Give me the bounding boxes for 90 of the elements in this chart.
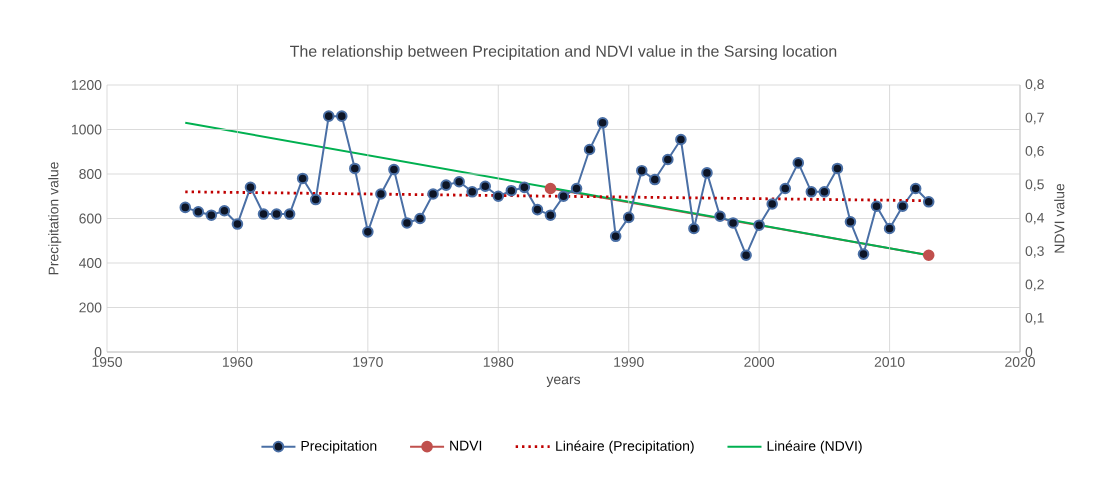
y2-tick-label: 0,3 [1025, 246, 1044, 258]
point [231, 218, 244, 230]
point [375, 188, 387, 200]
point [322, 110, 335, 122]
point [479, 180, 492, 193]
y2-tick-label: 0,8 [1025, 79, 1044, 91]
y-axis-title: Precipitation value [48, 162, 62, 275]
point [596, 117, 609, 129]
chart-title: The relationship between Precipitation and NDVI value in the Sarsing location [290, 45, 837, 61]
point [701, 167, 713, 179]
point [335, 110, 348, 122]
point [557, 190, 570, 203]
y2-tick-label: 0,5 [1025, 179, 1044, 191]
x-tick-label: 1950 [92, 357, 122, 367]
x-tick-label: 1990 [614, 357, 644, 367]
point [766, 198, 778, 210]
y-tick-label: 200 [79, 302, 102, 313]
x-tick-label: 1980 [483, 357, 514, 367]
point [857, 248, 870, 260]
point [622, 211, 635, 224]
point [870, 200, 883, 213]
point [349, 162, 361, 175]
point [831, 162, 844, 175]
x-tick-label: 1960 [222, 357, 253, 367]
y-tick-label: 1200 [71, 80, 102, 90]
point [257, 208, 270, 220]
point [505, 184, 518, 197]
point [440, 179, 452, 191]
point [414, 212, 426, 225]
point [753, 219, 765, 231]
point [518, 181, 531, 194]
point [779, 182, 792, 195]
y-tick-label: 400 [79, 258, 102, 268]
point [909, 182, 922, 195]
y2-tick-label: 0,6 [1025, 146, 1044, 158]
point [609, 230, 622, 243]
point [583, 143, 596, 156]
point [453, 176, 465, 188]
point [192, 206, 205, 218]
point [688, 222, 700, 235]
y2-tick-label: 0 [1025, 347, 1033, 357]
point [844, 216, 857, 228]
point [492, 190, 505, 203]
y2-axis-title: NDVI value [1054, 183, 1065, 253]
x-tick-label: 2010 [874, 357, 905, 367]
legend-label: Linéaire (NDVI) [767, 440, 862, 454]
point [635, 164, 648, 177]
legend-label: Linéaire (Precipitation) [556, 440, 694, 454]
point [570, 182, 583, 195]
y2-tick-label: 0,1 [1025, 312, 1044, 325]
point [244, 181, 257, 194]
x-tick-label: 1970 [353, 357, 383, 367]
y-tick-label: 1000 [71, 124, 102, 135]
point [179, 201, 192, 214]
x-tick-label: 2000 [744, 357, 775, 367]
point [388, 163, 400, 176]
point [675, 133, 687, 146]
point [727, 217, 739, 229]
y2-tick-label: 0,2 [1025, 279, 1044, 292]
point [818, 186, 831, 198]
point [883, 222, 896, 235]
y-tick-label: 600 [79, 213, 102, 224]
point [427, 188, 439, 200]
legend-label: Precipitation [301, 440, 377, 454]
point [896, 200, 909, 213]
point [714, 210, 726, 223]
point [296, 172, 309, 185]
point [205, 209, 218, 221]
point [792, 157, 805, 169]
point [531, 203, 544, 216]
y-tick-label: 800 [79, 169, 102, 179]
point [662, 153, 674, 166]
y2-tick-label: 0,7 [1025, 112, 1044, 125]
x-axis-title: years [546, 376, 581, 388]
y2-tick-label: 0,4 [1025, 212, 1045, 225]
point [740, 249, 752, 261]
point [649, 173, 661, 186]
point [922, 196, 935, 208]
point [270, 208, 283, 220]
point [218, 204, 231, 217]
point [466, 186, 478, 198]
legend-label: NDVI [450, 440, 482, 451]
x-tick-label: 2020 [1005, 357, 1035, 367]
point [309, 193, 322, 206]
point [805, 186, 818, 198]
point [283, 208, 296, 220]
point [401, 217, 413, 229]
point [362, 226, 374, 238]
point [544, 209, 557, 221]
y-tick-label: 0 [94, 347, 102, 357]
